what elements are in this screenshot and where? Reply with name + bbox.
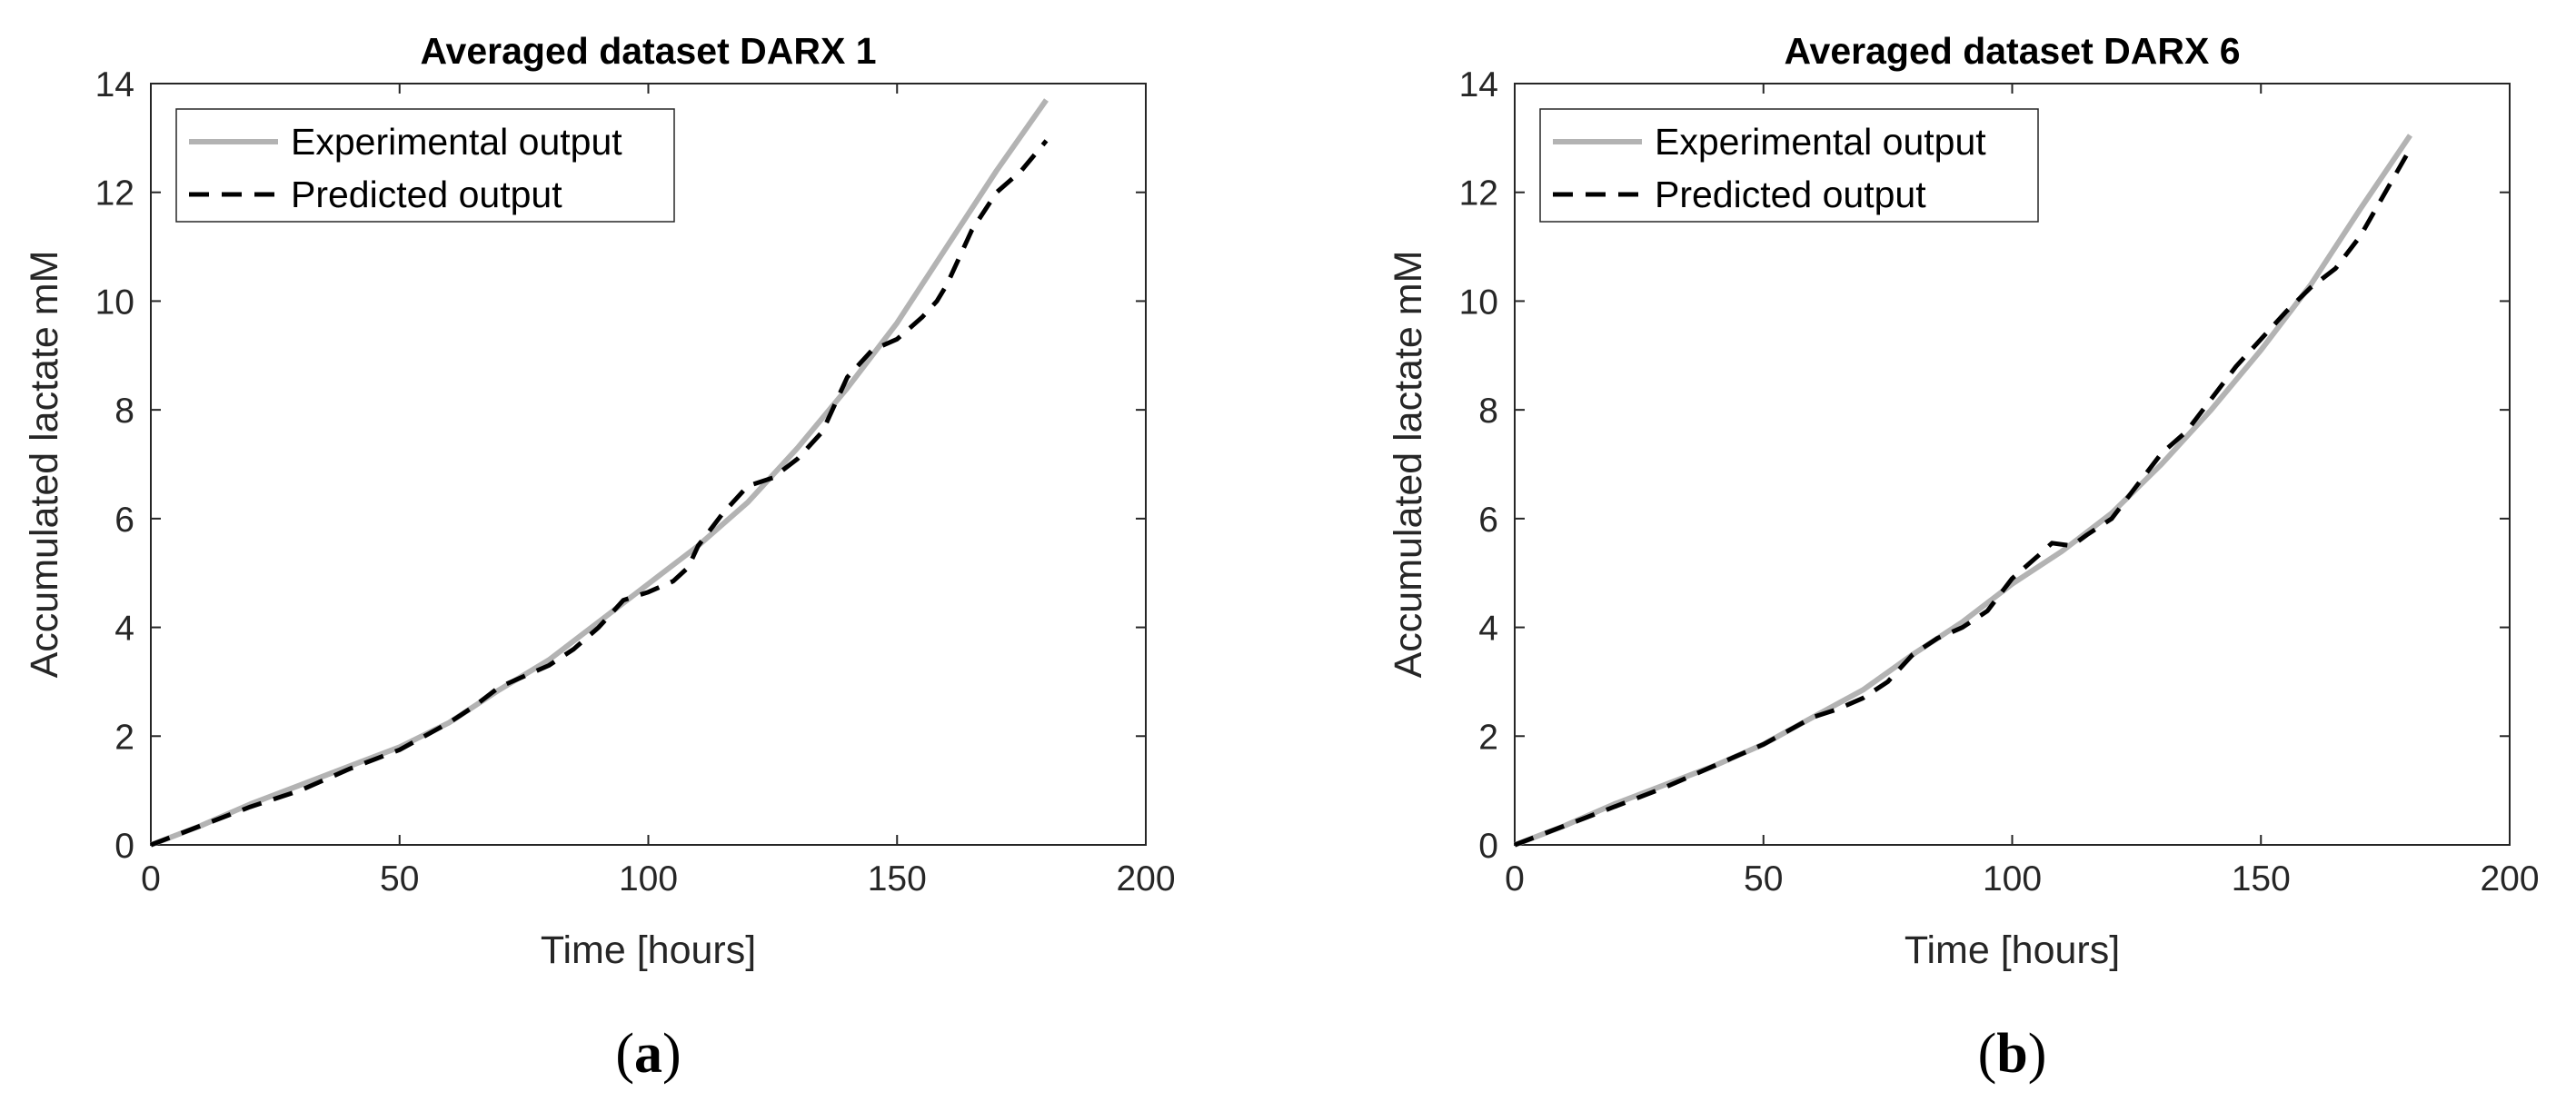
y-tick-label: 6 [1478, 501, 1498, 540]
x-tick-label: 150 [2232, 859, 2291, 898]
y-tick-label: 4 [114, 610, 134, 649]
y-tick-label: 8 [1478, 392, 1498, 431]
legend-label: Predicted output [1655, 174, 1926, 215]
x-axis-label: Time [hours] [1905, 928, 2120, 972]
y-tick-label: 2 [114, 718, 134, 757]
x-tick-label: 100 [1983, 859, 2042, 898]
chart-panel-a: 0 50 100 150 200 0 2 4 6 8 10 12 14 Averaged dataset … [23, 30, 1176, 1085]
panel-label: (a) [615, 1023, 681, 1085]
legend: Experimental output Predicted output [175, 108, 675, 223]
y-tick-label: 4 [1478, 610, 1498, 649]
legend-label: Experimental output [291, 121, 622, 163]
panel-letter: b [1996, 1023, 2027, 1085]
y-axis-label: Accumulated lactate mM [1387, 251, 1430, 679]
y-tick-label: 14 [95, 65, 134, 104]
y-tick-label: 8 [114, 392, 134, 431]
legend-label: Experimental output [1655, 121, 1986, 163]
y-tick-label: 12 [1459, 174, 1498, 213]
legend-label: Predicted output [291, 174, 562, 215]
x-axis-label: Time [hours] [541, 928, 756, 972]
x-tick-label: 200 [2480, 859, 2539, 898]
series-line-experimental [1513, 134, 2412, 848]
x-tick-label: 0 [1505, 859, 1525, 898]
y-tick-label: 10 [95, 283, 134, 322]
panel-label: (b) [1978, 1023, 2047, 1085]
series-line-predicted [150, 139, 1049, 848]
x-tick-label: 50 [1744, 859, 1783, 898]
chart-panel-b: 0 50 100 150 200 0 2 4 6 8 10 12 14 Averaged dataset … [1387, 30, 2540, 1085]
y-tick-label: 14 [1459, 65, 1498, 104]
x-tick-label: 0 [141, 859, 161, 898]
legend-box [175, 108, 675, 223]
y-tick-label: 2 [1478, 718, 1498, 757]
y-tick-label: 12 [95, 174, 134, 213]
chart-title: Averaged dataset DARX 1 [420, 30, 876, 72]
y-tick-label: 6 [114, 501, 134, 540]
series-line-predicted [1514, 147, 2412, 848]
x-tick-label: 200 [1116, 859, 1175, 898]
x-tick-label: 50 [380, 859, 419, 898]
legend: Experimental output Predicted output [1539, 108, 2039, 223]
x-tick-label: 150 [868, 859, 927, 898]
legend-box [1539, 108, 2039, 223]
x-tick-label: 100 [619, 859, 678, 898]
chart-title: Averaged dataset DARX 6 [1784, 30, 2240, 72]
y-axis-label: Accumulated lactate mM [23, 251, 66, 679]
y-tick-label: 10 [1459, 283, 1498, 322]
y-tick-label: 0 [114, 827, 134, 866]
series-line-experimental [149, 98, 1049, 848]
panel-letter: a [634, 1023, 662, 1085]
y-tick-label: 0 [1478, 827, 1498, 866]
